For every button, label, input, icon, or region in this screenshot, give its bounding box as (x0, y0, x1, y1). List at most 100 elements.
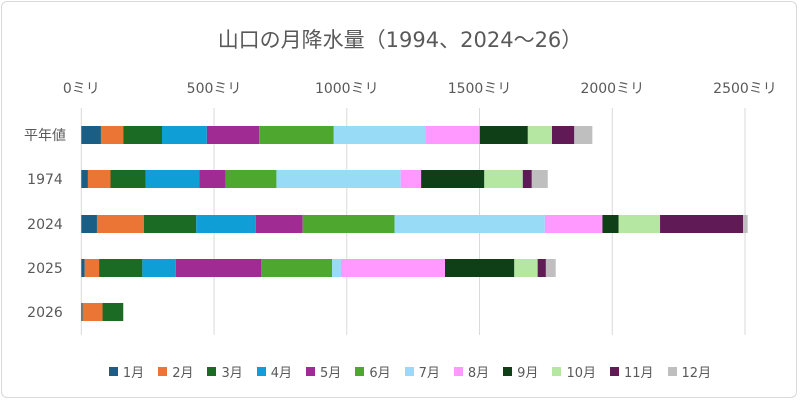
legend-swatch (667, 367, 677, 376)
y-tick-label: 平年値 (24, 128, 66, 144)
bar-segment-5月 (199, 170, 226, 188)
legend-label: 3月 (221, 366, 243, 381)
legend-item: 5月 (306, 362, 341, 381)
bar-segment-3月 (102, 303, 124, 321)
bar-segment-3月 (143, 215, 197, 233)
bar-segment-1月 (81, 259, 85, 277)
legend-label: 11月 (623, 366, 654, 381)
bar-segment-6月 (259, 126, 334, 144)
bar-segment-3月 (110, 170, 146, 188)
bar-segment-1月 (81, 126, 101, 144)
legend-swatch (609, 367, 619, 376)
y-tick-label: 2026 (27, 305, 63, 321)
bar-segment-2月 (100, 126, 124, 144)
bar-segment-12月 (743, 215, 748, 233)
x-tick-label: 2000ミリ (580, 81, 644, 97)
bar-segment-6月 (225, 170, 277, 188)
bar-segment-12月 (545, 259, 556, 277)
y-tick-label: 2024 (27, 217, 63, 233)
legend-swatch (503, 367, 513, 376)
bar-segment-10月 (484, 170, 523, 188)
bar-segment-7月 (276, 170, 401, 188)
x-tick-label: 1000ミリ (315, 81, 379, 97)
legend-swatch (404, 367, 414, 376)
legend-swatch (453, 367, 463, 376)
legend-item: 9月 (503, 362, 538, 381)
bar-segment-6月 (261, 259, 333, 277)
legend-item: 12月 (667, 362, 712, 381)
legend-label: 4月 (270, 366, 293, 381)
bar-segment-11月 (660, 215, 744, 233)
bar-segment-2月 (96, 215, 144, 233)
legend-label: 12月 (681, 366, 712, 381)
bar-segment-7月 (332, 259, 341, 277)
chart-title: 山口の月降水量（1994、2024～26） (217, 28, 583, 52)
legend-item: 6月 (355, 362, 391, 381)
legend-label: 9月 (517, 366, 539, 381)
legend-item: 3月 (207, 362, 243, 381)
legend-item: 1月 (108, 362, 145, 381)
bar-segment-5月 (255, 215, 303, 233)
y-tick-label: 2025 (27, 261, 63, 277)
x-tick-label: 500ミリ (187, 81, 242, 97)
legend-swatch (256, 367, 266, 376)
legend-swatch (552, 367, 562, 376)
legend-swatch (158, 367, 168, 376)
legend-item: 11月 (609, 362, 654, 381)
legend-label: 2月 (172, 366, 194, 381)
legend-label: 10月 (566, 366, 596, 381)
x-tick-label: 1500ミリ (448, 81, 512, 97)
bar-segment-8月 (340, 259, 446, 277)
bar-segment-10月 (618, 215, 661, 233)
bar-segment-7月 (333, 126, 426, 144)
legend-swatch (108, 367, 118, 376)
bar-segment-8月 (425, 126, 480, 144)
legend-item: 7月 (404, 362, 440, 381)
legend: 1月 2月 3月 4月 5月 6月 7月 8月 9月 10月 11月 12月 (60, 362, 760, 381)
legend-item: 2月 (158, 362, 193, 381)
legend-item: 8月 (453, 362, 490, 381)
legend-label: 1月 (122, 366, 145, 381)
bar-segment-11月 (537, 259, 546, 277)
bar-segment-4月 (196, 215, 256, 233)
bar-segment-9月 (479, 126, 528, 144)
bar-segment-9月 (445, 259, 515, 277)
bar-segment-4月 (162, 126, 207, 144)
bar-segment-8月 (400, 170, 422, 188)
y-tick-label: 1974 (27, 172, 63, 188)
legend-swatch (207, 367, 217, 376)
bar-segment-12月 (574, 126, 593, 144)
bar-segment-10月 (514, 259, 538, 277)
bar-segment-3月 (99, 259, 143, 277)
bar-segment-6月 (302, 215, 395, 233)
legend-label: 5月 (320, 366, 342, 381)
bar-segment-2月 (82, 303, 103, 321)
bar-segment-1月 (81, 215, 97, 233)
bar-segment-2月 (87, 170, 111, 188)
bar-segment-3月 (123, 126, 163, 144)
bar-segment-4月 (145, 170, 200, 188)
legend-label: 7月 (418, 366, 440, 381)
bar-segment-4月 (142, 259, 176, 277)
bar-segment-8月 (544, 215, 603, 233)
bar-segment-1月 (81, 303, 83, 321)
bar-segment-7月 (394, 215, 545, 233)
legend-swatch (306, 367, 316, 376)
bar-segment-5月 (206, 126, 260, 144)
bar-segment-11月 (551, 126, 575, 144)
legend-item: 10月 (552, 362, 596, 381)
bar-segment-9月 (421, 170, 485, 188)
bar-segment-11月 (522, 170, 532, 188)
bar-segment-2月 (84, 259, 100, 277)
x-tick-label: 0ミリ (63, 81, 100, 97)
bar-segment-5月 (175, 259, 262, 277)
x-tick-label: 2500ミリ (713, 81, 777, 97)
bar-segment-1月 (81, 170, 88, 188)
bar-segment-10月 (527, 126, 552, 144)
legend-label: 8月 (467, 366, 490, 381)
bar-segment-12月 (531, 170, 548, 188)
legend-item: 4月 (256, 362, 293, 381)
legend-swatch (355, 367, 365, 376)
